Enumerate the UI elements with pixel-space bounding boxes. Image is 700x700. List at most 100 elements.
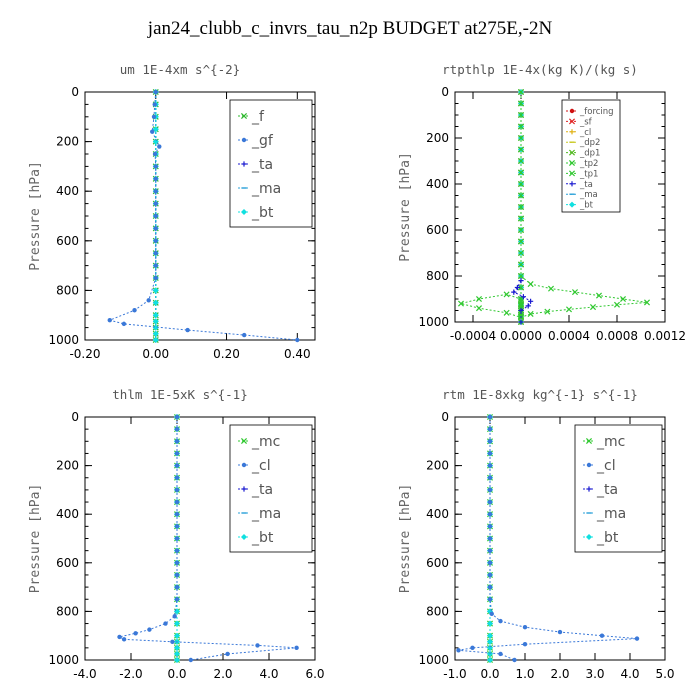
legend-marker <box>241 534 247 540</box>
series-cl-marker <box>487 426 493 432</box>
series-tp1-marker <box>613 301 621 308</box>
legend-marker <box>568 118 576 125</box>
legend-label: _cl <box>251 458 271 474</box>
x-tick-label: -4.0 <box>73 667 96 681</box>
x-tick-label: 4.0 <box>620 667 639 681</box>
series-bt-marker <box>487 650 493 657</box>
y-tick-label: 800 <box>56 283 79 297</box>
legend-label: _dp1 <box>579 149 600 159</box>
series-tp2-marker <box>517 134 525 142</box>
series-bt-marker <box>487 632 493 639</box>
series-cl-marker <box>174 439 180 444</box>
series-bt-marker <box>152 318 159 325</box>
series-tp2-marker <box>517 203 525 211</box>
series-gf-marker <box>153 238 158 243</box>
series-bt-marker <box>174 650 180 657</box>
y-tick-label: 400 <box>56 184 79 198</box>
series-bt-marker <box>174 657 180 663</box>
series-gf-marker <box>151 114 157 120</box>
series-gf-marker <box>146 298 151 303</box>
y-tick-label: 1000 <box>48 653 79 667</box>
series-cl-marker <box>174 524 180 529</box>
series-tp2-marker <box>517 215 525 222</box>
legend-label: _forcing <box>579 107 614 117</box>
series-bt-marker <box>152 312 159 319</box>
series-tp2-marker <box>517 249 525 257</box>
x-tick-label: 0.0008 <box>596 329 638 343</box>
series-tp1-marker <box>544 308 551 315</box>
series-cl-marker <box>487 572 493 578</box>
series-gf-marker <box>295 337 300 343</box>
series-gf-marker <box>153 164 158 169</box>
legend-marker <box>568 159 576 167</box>
legend-label: _gf <box>251 133 274 149</box>
series-cl-marker <box>121 637 127 642</box>
x-tick-label: 0.0000 <box>500 329 542 343</box>
series-cl-marker <box>487 524 493 529</box>
series-tp2-marker <box>517 298 525 305</box>
y-tick-label: 600 <box>56 556 79 570</box>
y-tick-label: 0 <box>71 85 79 99</box>
legend-label: _ta <box>251 482 273 498</box>
y-tick-label: 600 <box>56 234 79 248</box>
series-gf-marker <box>150 129 155 134</box>
series-gf-marker <box>157 144 162 149</box>
legend-marker <box>568 149 576 156</box>
legend-label: _ma <box>579 190 598 200</box>
series-tp2-marker <box>475 295 483 303</box>
y-tick-label: 1000 <box>48 333 79 347</box>
series-tp2-marker <box>517 261 525 268</box>
y-tick-label: 0 <box>441 85 449 99</box>
series-gf-marker <box>153 89 158 95</box>
series-cl-marker <box>498 651 503 657</box>
series-cl-marker <box>172 614 177 619</box>
series-cl-marker <box>557 629 563 635</box>
series-group <box>117 413 299 664</box>
y-tick-label: 1000 <box>418 315 449 329</box>
series-cl-marker <box>512 657 517 663</box>
panel-title: um 1E-4xm s^{-2} <box>120 62 240 77</box>
series-ta-marker <box>518 307 524 314</box>
x-tick-label: -2.0 <box>119 667 142 681</box>
series-tp1-line <box>520 275 648 318</box>
legend-label: _bt <box>596 530 619 546</box>
legend-label: _ta <box>251 157 273 173</box>
legend-label: _tp1 <box>579 169 598 179</box>
series-group <box>456 413 640 664</box>
y-tick-label: 0 <box>71 410 79 424</box>
series-gf-marker <box>153 275 158 281</box>
series-tp1-marker <box>527 310 534 317</box>
x-tick-label: 2.0 <box>213 667 232 681</box>
series-tp2-marker <box>503 291 510 298</box>
series-group <box>107 88 300 344</box>
series-cl-marker <box>225 651 230 657</box>
series-cl-marker <box>522 624 528 630</box>
series-tp2-marker <box>517 238 525 245</box>
series-cl-marker <box>174 451 180 456</box>
series-tp1-marker <box>619 295 627 303</box>
series-cl-marker <box>163 621 168 626</box>
series-gf-marker <box>242 332 247 338</box>
series-cl-marker <box>174 512 180 517</box>
x-tick-label: 6.0 <box>305 667 324 681</box>
series-gf-marker <box>153 213 158 219</box>
series-cl-marker <box>487 560 493 565</box>
y-axis-label: Pressure [hPa] <box>398 152 413 262</box>
series-cl-marker <box>456 648 461 653</box>
panel-3: thlm 1E-5xK s^{-1} 0 200 400 600 800 1000-4.0 -… <box>28 387 325 681</box>
series-cl-marker <box>188 657 193 663</box>
legend-label: _bt <box>251 205 274 221</box>
legend: _mc _cl _ta _ma _bt <box>574 424 663 553</box>
series-cl-marker <box>487 512 493 517</box>
x-tick-label: -0.20 <box>69 347 100 361</box>
legend: _f _gf _ta _ma _bt <box>229 99 313 228</box>
legend-label: _ma <box>596 506 626 522</box>
series-bt-marker <box>174 620 180 627</box>
y-tick-label: 200 <box>426 459 449 473</box>
series-bt-marker <box>152 330 159 337</box>
x-tick-label: -0.0004 <box>450 329 496 343</box>
panel-title: rtpthlp 1E-4x(kg K)/(kg s) <box>442 62 638 77</box>
y-tick-label: 600 <box>426 223 449 237</box>
series-cl-marker <box>174 463 180 468</box>
series-tp2-marker <box>517 192 525 199</box>
